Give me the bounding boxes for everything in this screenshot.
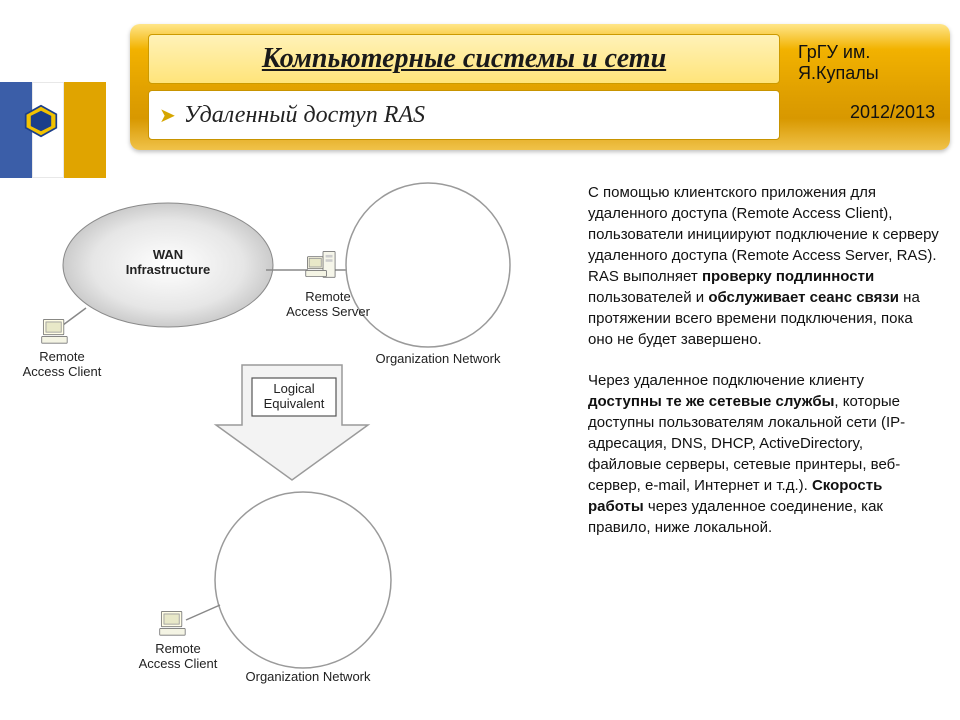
diagram-svg [8, 180, 578, 700]
description-text: С помощью клиентского приложения для уда… [588, 182, 940, 538]
org-top-label: Organization Network [358, 352, 518, 367]
org-network-top [346, 183, 510, 347]
p2-a: Через удаленное подключение клиенту [588, 372, 864, 389]
slide-header-panel: Компьютерные системы и сети ➤ Удаленный … [130, 24, 950, 150]
wan-label: WANInfrastructure [118, 248, 218, 278]
chevron-right-icon: ➤ [159, 103, 176, 128]
slide-subtitle-box: ➤ Удаленный доступ RAS [148, 90, 780, 140]
org-bottom-label: Organization Network [218, 670, 398, 685]
accent-bar-gold [64, 82, 106, 178]
p1-c: пользователей и [588, 289, 708, 306]
ras-diagram: WANInfrastructure RemoteAccess Server Re… [8, 180, 578, 700]
slide-title-box: Компьютерные системы и сети [148, 34, 780, 84]
university-name: ГрГУ им. Я.Купалы [798, 42, 950, 84]
remote-access-client-icon [40, 316, 74, 346]
p1-b2: обслуживает сеанс связи [708, 289, 899, 306]
slide-subtitle: Удаленный доступ RAS [184, 102, 425, 129]
remote-access-server-icon [304, 248, 342, 288]
academic-year: 2012/2013 [850, 102, 935, 123]
rac-bottom-label: RemoteAccess Client [128, 642, 228, 672]
logical-equivalent-label: LogicalEquivalent [255, 382, 333, 412]
remote-access-client-bottom-icon [158, 608, 192, 638]
university-emblem-icon [24, 104, 58, 138]
rac-top-label: RemoteAccess Client [12, 350, 112, 380]
org-network-bottom [215, 492, 391, 668]
p2-b1: доступны те же сетевые службы [588, 393, 834, 410]
p1-b1: проверку подлинности [702, 268, 874, 285]
slide-title: Компьютерные системы и сети [262, 43, 666, 74]
ras-label: RemoteAccess Server [280, 290, 376, 320]
